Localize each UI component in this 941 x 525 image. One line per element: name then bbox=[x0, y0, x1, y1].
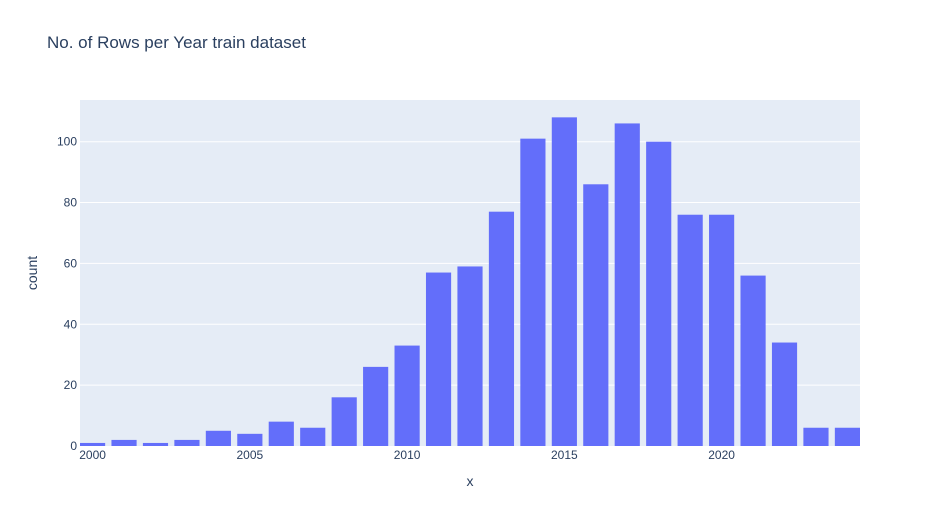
bars bbox=[80, 117, 860, 447]
bar bbox=[363, 366, 389, 446]
bar bbox=[142, 442, 169, 446]
x-tick-label: 2005 bbox=[236, 448, 263, 462]
y-tick-label: 60 bbox=[64, 256, 78, 270]
bar bbox=[394, 345, 420, 446]
bar bbox=[834, 427, 860, 446]
x-tick-label: 2000 bbox=[79, 448, 106, 462]
bar bbox=[331, 397, 357, 446]
bar bbox=[268, 421, 294, 446]
bar bbox=[551, 117, 577, 447]
x-axis-ticks: 2000 2005 2010 2015 2020 bbox=[79, 448, 735, 462]
x-tick-label: 2015 bbox=[551, 448, 578, 462]
bar bbox=[300, 427, 326, 446]
bar bbox=[425, 272, 452, 446]
y-tick-label: 0 bbox=[70, 439, 77, 453]
y-tick-label: 20 bbox=[64, 378, 78, 392]
bar bbox=[803, 427, 829, 446]
bar bbox=[80, 442, 106, 446]
bar bbox=[111, 439, 137, 446]
y-axis-ticks: 0 20 40 60 80 100 bbox=[57, 135, 77, 453]
x-tick-label: 2020 bbox=[708, 448, 735, 462]
bar bbox=[677, 214, 703, 446]
y-tick-label: 40 bbox=[64, 317, 78, 331]
y-axis-title: count bbox=[24, 256, 40, 290]
bar bbox=[457, 266, 483, 446]
bar bbox=[520, 138, 546, 446]
bar bbox=[205, 430, 231, 446]
x-axis-title: x bbox=[467, 473, 474, 489]
bar bbox=[709, 214, 735, 446]
bar bbox=[237, 433, 263, 446]
bar bbox=[488, 211, 515, 446]
bar bbox=[646, 141, 672, 446]
bar bbox=[174, 439, 200, 446]
bar bbox=[583, 184, 609, 446]
x-tick-label: 2010 bbox=[394, 448, 421, 462]
chart-title: No. of Rows per Year train dataset bbox=[47, 33, 306, 52]
y-tick-label: 100 bbox=[57, 135, 77, 149]
bar bbox=[614, 123, 640, 447]
y-tick-label: 80 bbox=[64, 196, 78, 210]
bar bbox=[740, 275, 766, 446]
bar bbox=[771, 342, 798, 446]
